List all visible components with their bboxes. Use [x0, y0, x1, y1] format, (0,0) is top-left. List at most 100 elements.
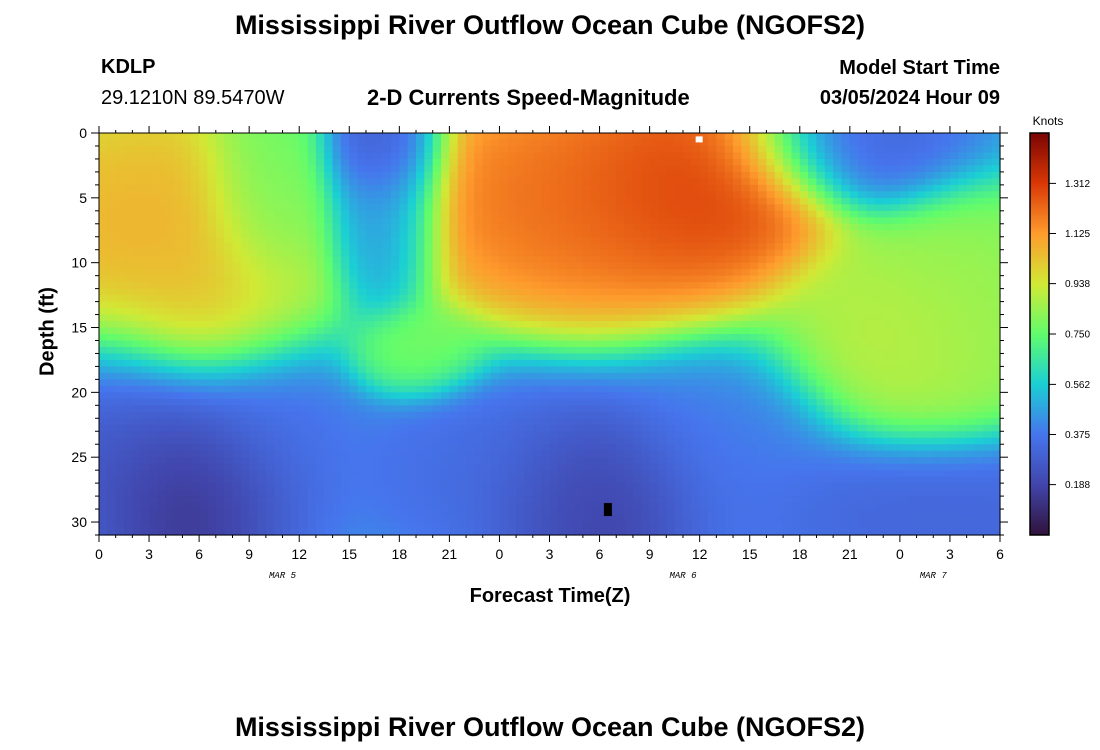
heatmap-cell	[616, 314, 626, 322]
heatmap-cell	[607, 249, 617, 257]
heatmap-cell	[657, 463, 667, 471]
heatmap-cell	[265, 509, 275, 517]
heatmap-cell	[449, 476, 459, 484]
heatmap-cell	[741, 463, 751, 471]
heatmap-cell	[190, 269, 200, 277]
heatmap-cell	[107, 431, 117, 439]
heatmap-cell	[516, 379, 526, 387]
heatmap-cell	[682, 450, 692, 458]
heatmap-cell	[424, 496, 434, 504]
heatmap-cell	[574, 301, 584, 309]
heatmap-cell	[574, 346, 584, 355]
heatmap-cell	[674, 301, 684, 309]
heatmap-cell	[132, 470, 142, 478]
heatmap-cell	[257, 249, 267, 257]
heatmap-cell	[632, 431, 642, 439]
heatmap-cell	[624, 450, 634, 458]
heatmap-cell	[682, 470, 692, 478]
heatmap-cell	[741, 301, 751, 309]
heatmap-cell	[357, 366, 367, 374]
heatmap-cell	[749, 288, 759, 296]
heatmap-cell	[599, 392, 609, 400]
heatmap-cell	[224, 230, 234, 238]
heatmap-cell	[124, 171, 133, 179]
heatmap-cell	[724, 269, 734, 277]
heatmap-cell	[457, 282, 467, 290]
heatmap-cell	[441, 269, 450, 277]
heatmap-cell	[716, 398, 726, 406]
heatmap-cell	[407, 509, 417, 517]
heatmap-cell	[466, 398, 476, 406]
heatmap-cell	[240, 204, 250, 212]
heatmap-cell	[215, 217, 225, 225]
heatmap-cell	[174, 191, 184, 199]
heatmap-cell	[340, 476, 350, 484]
heatmap-cell	[424, 236, 434, 244]
heatmap-cell	[149, 327, 158, 335]
heatmap-cell	[449, 171, 459, 179]
heatmap-cell	[399, 496, 409, 504]
heatmap-cell	[666, 230, 676, 238]
heatmap-cell	[524, 411, 534, 419]
heatmap-cell	[582, 392, 592, 400]
heatmap-cell	[666, 236, 676, 244]
heatmap-cell	[699, 133, 709, 141]
heatmap-cell	[215, 444, 225, 452]
heatmap-cell	[99, 308, 108, 316]
heatmap-cell	[382, 528, 392, 536]
heatmap-cell	[299, 437, 309, 445]
heatmap-cell	[657, 476, 667, 484]
heatmap-cell	[149, 191, 158, 199]
heatmap-cell	[741, 359, 751, 368]
heatmap-cell	[641, 256, 651, 264]
heatmap-cell	[641, 197, 651, 205]
heatmap-cell	[507, 405, 517, 413]
heatmap-cell	[407, 230, 417, 238]
heatmap-cell	[557, 262, 567, 270]
heatmap-cell	[215, 210, 225, 218]
heatmap-cell	[741, 269, 751, 277]
heatmap-cell	[407, 340, 417, 348]
heatmap-cell	[132, 236, 142, 244]
heatmap-cell	[299, 431, 309, 439]
heatmap-cell	[274, 379, 284, 387]
heatmap-cell	[532, 476, 542, 484]
heatmap-cell	[716, 353, 726, 361]
heatmap-cell	[449, 243, 459, 251]
heatmap-cell	[365, 431, 375, 439]
heatmap-cell	[224, 223, 234, 231]
heatmap-cell	[432, 230, 442, 238]
heatmap-cell	[749, 411, 759, 419]
heatmap-cell	[124, 457, 133, 465]
heatmap-cell	[99, 372, 108, 380]
heatmap-cell	[115, 236, 125, 244]
heatmap-cell	[666, 249, 676, 257]
heatmap-cell	[641, 528, 651, 536]
heatmap-cell	[524, 184, 534, 192]
heatmap-cell	[182, 133, 192, 141]
heatmap-cell	[674, 321, 684, 329]
heatmap-cell	[499, 379, 509, 387]
heatmap-cell	[549, 178, 559, 186]
heatmap-cell	[149, 522, 158, 530]
heatmap-cell	[649, 470, 659, 478]
heatmap-cell	[657, 184, 667, 192]
heatmap-cell	[491, 424, 501, 432]
heatmap-cell	[666, 346, 676, 355]
heatmap-cell	[240, 327, 250, 335]
heatmap-cell	[249, 385, 259, 393]
chart-subtitle: 2-D Currents Speed-Magnitude	[367, 85, 690, 110]
heatmap-cell	[516, 327, 526, 335]
heatmap-cell	[432, 275, 442, 283]
heatmap-cell	[224, 301, 234, 309]
heatmap-cell	[632, 204, 642, 212]
heatmap-cell	[107, 463, 117, 471]
heatmap-cell	[541, 385, 551, 393]
heatmap-cell	[374, 197, 384, 205]
page-title: Mississippi River Outflow Ocean Cube (NG…	[234, 10, 866, 40]
heatmap-cell	[516, 522, 526, 530]
heatmap-cell	[274, 353, 284, 361]
heatmap-cell	[299, 483, 309, 491]
heatmap-cell	[691, 392, 701, 400]
heatmap-cell	[699, 334, 709, 342]
